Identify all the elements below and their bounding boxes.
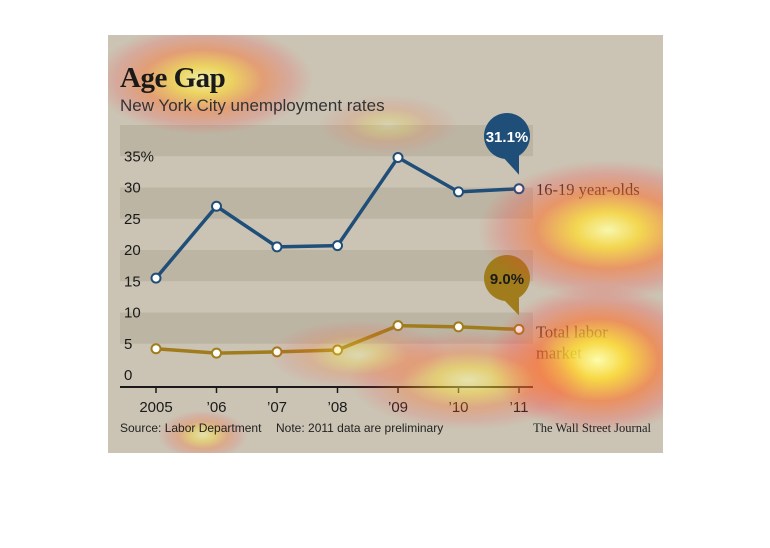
grid-band (120, 125, 533, 157)
data-point (513, 183, 525, 195)
y-tick-label: 10 (124, 305, 141, 322)
data-point (211, 200, 222, 212)
data-point (392, 152, 404, 163)
data-point (513, 323, 525, 335)
series-label: Total labor (536, 322, 608, 341)
callout-value: 31.1% (486, 129, 529, 146)
grid-band (120, 250, 533, 282)
y-tick-label: 35% (124, 148, 154, 165)
callout-value: 9.0% (490, 271, 524, 288)
y-tick-label: 0 (124, 367, 132, 384)
y-tick-label: 25 (124, 211, 141, 228)
x-tick-label: ’07 (267, 399, 287, 416)
chart-title: Age Gap (120, 62, 226, 94)
series-label: market (536, 343, 582, 362)
data-point (332, 240, 343, 252)
data-point (332, 344, 343, 356)
grid-bands (120, 125, 533, 344)
publisher-credit: The Wall Street Journal (533, 421, 651, 435)
x-tick-label: ’10 (448, 399, 468, 416)
data-point (271, 241, 283, 253)
data-point (453, 321, 464, 333)
source-note: Source: Labor Department (120, 421, 262, 435)
data-point (211, 347, 222, 359)
x-axis (120, 386, 533, 393)
y-tick-label: 5 (124, 336, 132, 353)
data-note: Note: 2011 data are preliminary (276, 421, 444, 435)
data-point (453, 186, 464, 198)
callout-bubble (484, 113, 530, 159)
x-axis-ticks: 2005 ’06 ’07 ’08 ’09 ’10 ’11 (139, 399, 528, 416)
x-tick-label: ’09 (388, 399, 408, 416)
x-tick-label: ’11 (510, 399, 529, 416)
x-tick-label: 2005 (139, 399, 172, 416)
series-label: 16-19 year-olds (536, 180, 640, 199)
chart-svg: 0 5 10 15 20 25 30 35% 2005 ’06 ’07 ’08 ’09 ’10 ’11 3… (120, 113, 640, 416)
data-point (271, 346, 283, 358)
chart-subtitle: New York City unemployment rates (120, 96, 385, 115)
x-tick-label: ’08 (327, 399, 347, 416)
chart-figure: 0 5 10 15 20 25 30 35% 2005 ’06 ’07 ’08 ’09 ’10 ’11 3… (108, 35, 663, 453)
data-point (150, 272, 162, 284)
data-point (150, 343, 162, 355)
y-tick-label: 30 (124, 180, 141, 197)
y-tick-label: 15 (124, 273, 141, 290)
callout-pointer (501, 151, 519, 175)
x-tick-label: ’06 (206, 399, 226, 416)
y-tick-label: 20 (124, 242, 141, 259)
series-labels: 16-19 year-olds Total labor market (536, 180, 640, 363)
y-axis-ticks: 0 5 10 15 20 25 30 35% (124, 148, 154, 384)
data-point (392, 320, 404, 332)
